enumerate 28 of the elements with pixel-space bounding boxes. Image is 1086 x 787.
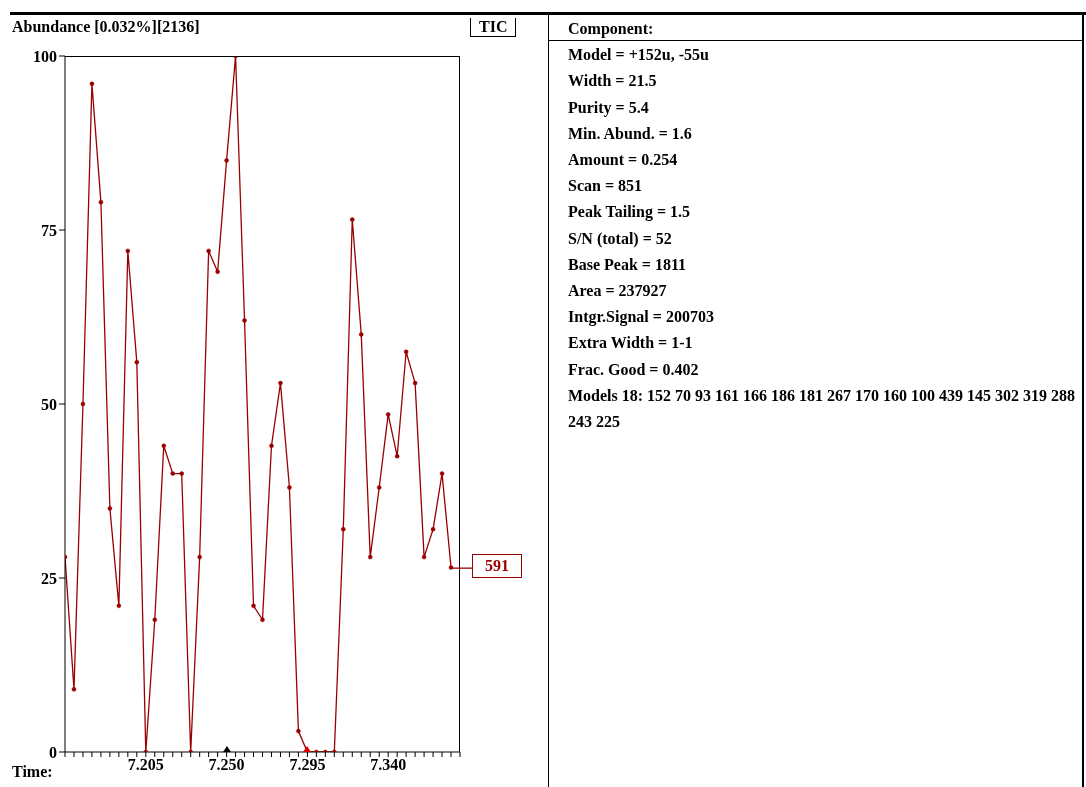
text: Models 18: 152 70 93 161 166 186 181 267 170 160 100 439 145 302 319 288 243 225	[568, 385, 1077, 433]
x-tick-label: 7.250	[208, 756, 245, 774]
text: Component:	[568, 19, 655, 40]
x-tick-label: 7.295	[289, 756, 326, 774]
y-tick-label: 25	[41, 569, 57, 587]
y-tick-label: 75	[41, 221, 57, 239]
text: Intgr.Signal = 200703	[568, 307, 715, 328]
text: Width = 21.5	[568, 71, 658, 92]
text: Extra Width = 1-1	[568, 333, 694, 354]
y-tick-label: 0	[49, 743, 57, 761]
y-axis-title: Abundance [0.032%][2136]	[12, 18, 200, 36]
text: Scan = 851	[568, 176, 643, 197]
y-tick-label: 100	[33, 47, 57, 65]
text: Area = 237927	[568, 281, 668, 302]
text: Min. Abund. = 1.6	[568, 123, 693, 144]
text: Purity = 5.4	[568, 97, 650, 119]
text: Model = +152u, -55u	[568, 45, 710, 66]
text: S/N (total) = 52	[568, 228, 673, 250]
text: Base Peak = 1811	[568, 254, 687, 275]
y-tick-label: 50	[41, 395, 57, 413]
x-tick-label: 7.340	[370, 756, 407, 774]
text: Amount = 0.254	[568, 150, 679, 170]
text: Frac. Good = 0.402	[568, 359, 700, 380]
annotation: 591	[472, 553, 522, 578]
x-axis-title: Time:	[12, 763, 53, 781]
text: Peak Tailing = 1.5	[568, 202, 692, 223]
text: TIC	[470, 18, 517, 37]
x-tick-label: 7.205	[127, 756, 164, 774]
